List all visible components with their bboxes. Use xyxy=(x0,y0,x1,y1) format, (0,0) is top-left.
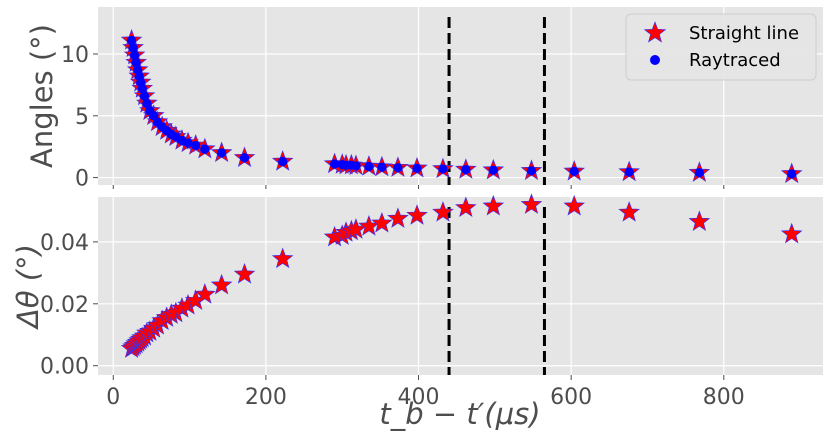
top-raytraced-point xyxy=(128,43,138,53)
bottom-x-ticks: 0 200 400 600 800 xyxy=(106,375,745,410)
bot-y-tick-label: 0.00 xyxy=(40,355,89,380)
top-raytraced-point xyxy=(130,50,140,60)
legend-star-shape xyxy=(643,21,667,43)
bot-star-point xyxy=(520,193,543,214)
top-raytraced-point xyxy=(787,169,797,179)
bot-star-point xyxy=(482,194,505,216)
top-raytraced-point xyxy=(461,164,471,175)
top-raytraced-point xyxy=(137,83,147,94)
top-raytraced-point xyxy=(694,168,704,178)
bot-star-point xyxy=(780,222,803,244)
top-raytraced-point xyxy=(438,164,448,174)
top-raytraced-point xyxy=(131,58,141,68)
bot-star-point xyxy=(194,283,216,304)
top-raytraced-point xyxy=(126,35,137,45)
top-y-axis-label: Angles (°) xyxy=(25,24,59,168)
bot-star-point xyxy=(233,263,256,284)
top-raytraced-point xyxy=(217,148,227,158)
bottom-y-ticks: 0.00 0.02 0.04 xyxy=(40,231,98,380)
top-raytraced-point xyxy=(278,156,288,167)
x-tick-label: 800 xyxy=(703,385,745,410)
bot-star-point xyxy=(210,273,233,295)
bottom-vlines xyxy=(447,207,546,375)
x-tick-label: 0 xyxy=(106,385,120,410)
top-raytraced-point xyxy=(488,165,498,175)
bot-star-point xyxy=(271,247,294,269)
top-raytraced-point xyxy=(191,140,201,151)
bot-star-point xyxy=(688,210,711,231)
bottom-grid xyxy=(98,197,823,375)
bottom-plot-area xyxy=(98,197,823,375)
top-vlines xyxy=(447,17,546,185)
top-raytraced-point xyxy=(351,161,361,171)
x-tick-label: 600 xyxy=(550,385,592,410)
top-raytraced-point xyxy=(200,144,210,154)
bot-star-point xyxy=(455,196,477,218)
bot-star-point xyxy=(387,207,409,228)
top-panel: 0 5 10 Angles (°) Straight line Raytraced xyxy=(25,7,823,192)
legend-dot-marker xyxy=(650,55,660,65)
top-raytraced-point xyxy=(526,166,537,176)
top-raytraced-point xyxy=(624,167,634,177)
legend-label-raytraced: Raytraced xyxy=(689,50,781,71)
x-tick-label: 200 xyxy=(245,385,287,410)
x-axis-label: t_b − t′(μs) xyxy=(379,397,540,431)
top-raytraced-point xyxy=(377,162,387,172)
top-y-tick-label: 0 xyxy=(75,167,89,192)
top-raytraced-point xyxy=(393,163,403,173)
legend: Straight line Raytraced xyxy=(625,13,817,81)
bot-star-point xyxy=(406,204,428,225)
top-raytraced-point xyxy=(139,91,150,101)
bot-y-tick-label: 0.02 xyxy=(40,293,89,318)
top-y-ticks: 0 5 10 xyxy=(61,43,725,192)
bottom-marks xyxy=(120,193,803,358)
legend-star-marker xyxy=(643,21,667,43)
top-y-tick-label: 10 xyxy=(61,43,89,68)
top-raytraced-point xyxy=(183,138,193,148)
top-raytraced-point xyxy=(569,166,579,177)
legend-label-straight-line: Straight line xyxy=(689,23,799,44)
top-marks xyxy=(120,29,803,184)
bot-star-point xyxy=(371,211,393,233)
bot-y-tick-label: 0.04 xyxy=(40,231,89,256)
top-raytraced-point xyxy=(329,159,340,169)
bottom-panel: 0.00 0.02 0.04 0 200 400 600 800 Δθ (°) t_b − … xyxy=(11,193,823,431)
bot-star-point xyxy=(432,201,454,222)
bot-star-point xyxy=(618,201,640,222)
bot-star-point xyxy=(563,194,586,216)
top-raytraced-point xyxy=(412,163,422,173)
top-raytraced-point xyxy=(364,161,374,172)
top-raytraced-point xyxy=(239,153,250,163)
top-y-tick-label: 5 xyxy=(75,105,89,130)
legend-box xyxy=(625,13,817,81)
top-raytraced-point xyxy=(142,98,152,109)
x-tick-label: 400 xyxy=(398,385,440,410)
bottom-y-axis-label: Δθ (°) xyxy=(11,244,45,330)
